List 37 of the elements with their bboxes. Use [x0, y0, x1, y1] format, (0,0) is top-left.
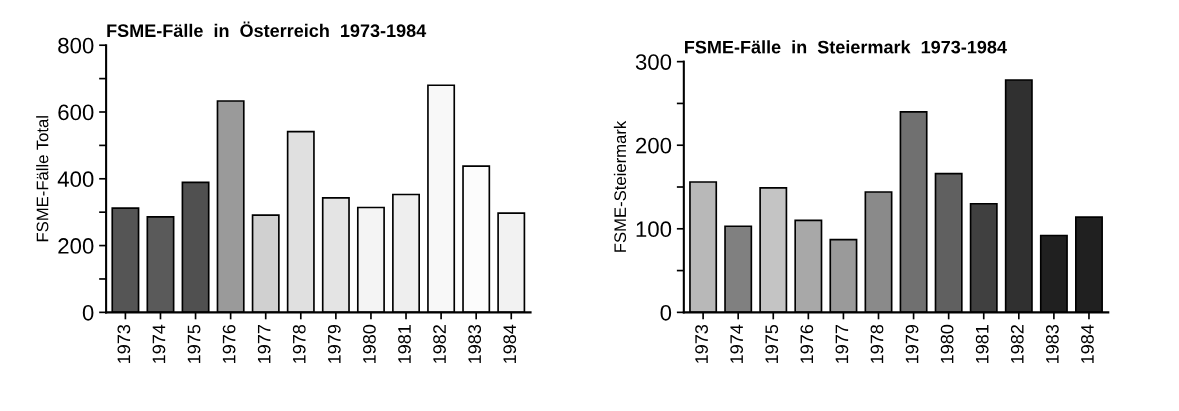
x-tick-label: 1980	[363, 324, 376, 363]
x-tick-label: 1976	[800, 324, 814, 363]
x-tick-label: 1973	[117, 324, 131, 363]
x-tick-label: 1983	[468, 324, 482, 363]
y-tick-label: 600	[58, 104, 94, 121]
x-tick-label: 1978	[292, 324, 306, 363]
x-tick-label: 1977	[835, 325, 849, 363]
x-tick-label: 1983	[1045, 324, 1059, 363]
x-tick-label: 1984	[1081, 324, 1094, 363]
x-tick-label: 1979	[327, 325, 341, 363]
y-tick-label: 400	[57, 171, 94, 188]
y-tick-label: 300	[635, 54, 672, 70]
x-tick-label: 1973	[695, 324, 708, 363]
y-axis-title: FSME-Fälle Total	[36, 116, 49, 242]
x-tick-label: 1980	[940, 324, 954, 363]
x-tick-label: 1978	[870, 324, 884, 363]
chart-title: FSME-Fälle in Österreich 1973-1984	[107, 21, 427, 38]
y-axis-title: FSME-Steiermark	[613, 120, 627, 252]
y-tick-label: 0	[82, 304, 94, 321]
x-tick-label: 1974	[152, 324, 166, 363]
y-tick-label: 200	[636, 137, 672, 154]
x-tick-label: 1982	[433, 325, 446, 363]
chart-title: FSME-Fälle in Steiermark 1973-1984	[685, 40, 1007, 54]
x-tick-label: 1974	[730, 324, 744, 363]
x-tick-label: 1975	[765, 324, 779, 363]
y-tick-label: 0	[660, 304, 672, 321]
y-tick-label: 800	[58, 37, 94, 54]
x-tick-label: 1977	[257, 325, 271, 363]
x-tick-label: 1981	[975, 325, 989, 363]
x-tick-label: 1981	[398, 325, 411, 363]
y-tick-label: 100	[636, 221, 672, 238]
x-tick-label: 1979	[905, 325, 919, 363]
x-tick-label: 1982	[1010, 325, 1024, 363]
x-tick-label: 1984	[503, 324, 517, 363]
x-tick-label: 1976	[222, 324, 236, 363]
x-tick-label: 1975	[187, 324, 201, 363]
y-tick-label: 200	[58, 238, 94, 254]
